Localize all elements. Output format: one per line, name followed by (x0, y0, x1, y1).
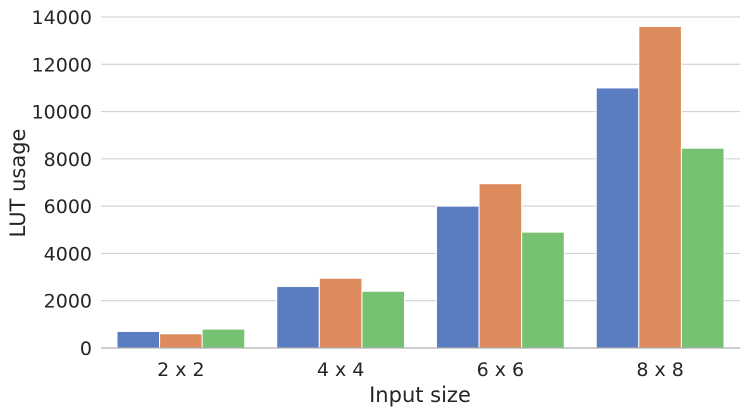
bar-2-2x2 (159, 333, 203, 349)
x-tick-label: 8 x 8 (636, 359, 684, 381)
y-tick-label: 4000 (44, 243, 92, 265)
bar-3-2x2 (201, 328, 246, 349)
bar-1-2x2 (116, 330, 161, 349)
x-tick-label: 6 x 6 (477, 359, 525, 381)
y-axis-title: LUT usage (6, 129, 30, 238)
bar-1-4x4 (276, 286, 320, 349)
y-tick-label: 8000 (44, 149, 92, 171)
bar-2-6x6 (478, 183, 523, 349)
y-tick-label: 6000 (44, 196, 92, 218)
y-tick-labels: 0 2000 4000 6000 8000 10000 12000 14000 (32, 7, 92, 360)
x-tick-label: 2 x 2 (157, 359, 205, 381)
bar-3-6x6 (521, 231, 565, 349)
x-tick-labels: 2 x 2 4 x 4 6 x 6 8 x 8 (157, 359, 684, 381)
x-tick-label: 4 x 4 (317, 359, 365, 381)
y-tick-label: 0 (80, 338, 92, 360)
x-axis-title: Input size (369, 383, 471, 407)
bar-1-6x6 (435, 205, 480, 349)
bar-2-8x8 (638, 25, 682, 349)
bar-2-4x4 (318, 277, 363, 349)
grid-lines (101, 16, 740, 302)
bar-3-8x8 (680, 147, 725, 349)
bars (116, 25, 725, 349)
bar-1-8x8 (595, 87, 640, 349)
y-tick-label: 2000 (44, 291, 92, 313)
y-tick-label: 10000 (32, 102, 92, 124)
bar-3-4x4 (361, 290, 406, 349)
y-tick-label: 14000 (32, 7, 92, 29)
y-tick-label: 12000 (32, 54, 92, 76)
